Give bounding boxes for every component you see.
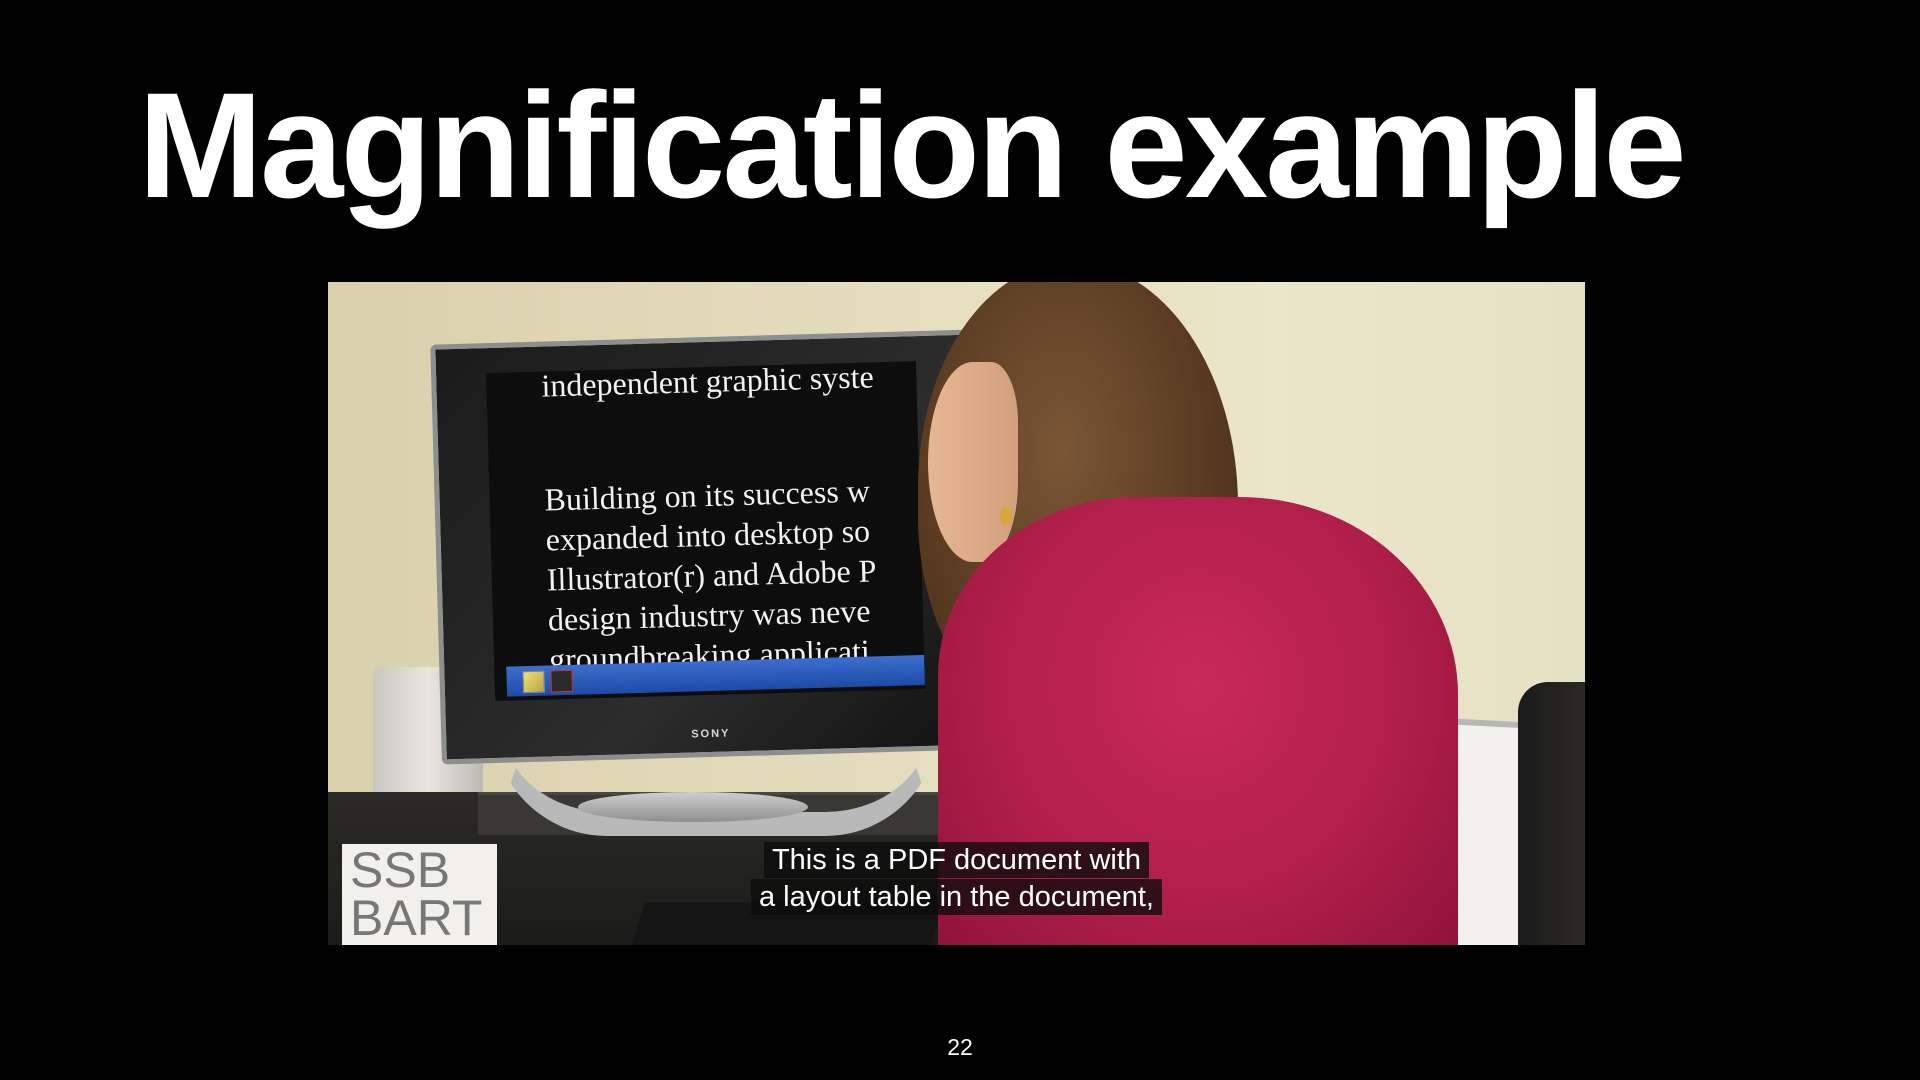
monitor: independent graphic syste Building on it… — [430, 329, 987, 765]
caption-row: This is a PDF document with — [328, 842, 1585, 879]
caption-line: a layout table in the document, — [751, 879, 1162, 915]
app-icon — [550, 669, 573, 693]
caption-row: a layout table in the document, — [328, 879, 1585, 916]
earring — [1000, 507, 1012, 525]
slide-title: Magnification example — [138, 61, 1687, 229]
person-face — [928, 362, 1018, 562]
screen-text-top: independent graphic syste — [540, 361, 875, 404]
caption-line: This is a PDF document with — [763, 842, 1150, 878]
pdf-icon — [522, 670, 546, 694]
video-player[interactable]: independent graphic syste Building on it… — [328, 282, 1585, 945]
screen-paragraph: Building on its success w expanded into … — [544, 470, 879, 679]
page-number: 22 — [947, 1034, 973, 1060]
monitor-brand: SONY — [691, 727, 731, 741]
ssb-bart-logo: SSB BART — [342, 844, 497, 945]
logo-line: BART — [350, 890, 483, 945]
video-captions: This is a PDF document with a layout tab… — [328, 842, 1585, 916]
monitor-foot — [578, 792, 808, 822]
chair — [1518, 682, 1585, 945]
logo-line: SSB — [350, 844, 451, 898]
magnified-screen: independent graphic syste Building on it… — [486, 361, 926, 702]
